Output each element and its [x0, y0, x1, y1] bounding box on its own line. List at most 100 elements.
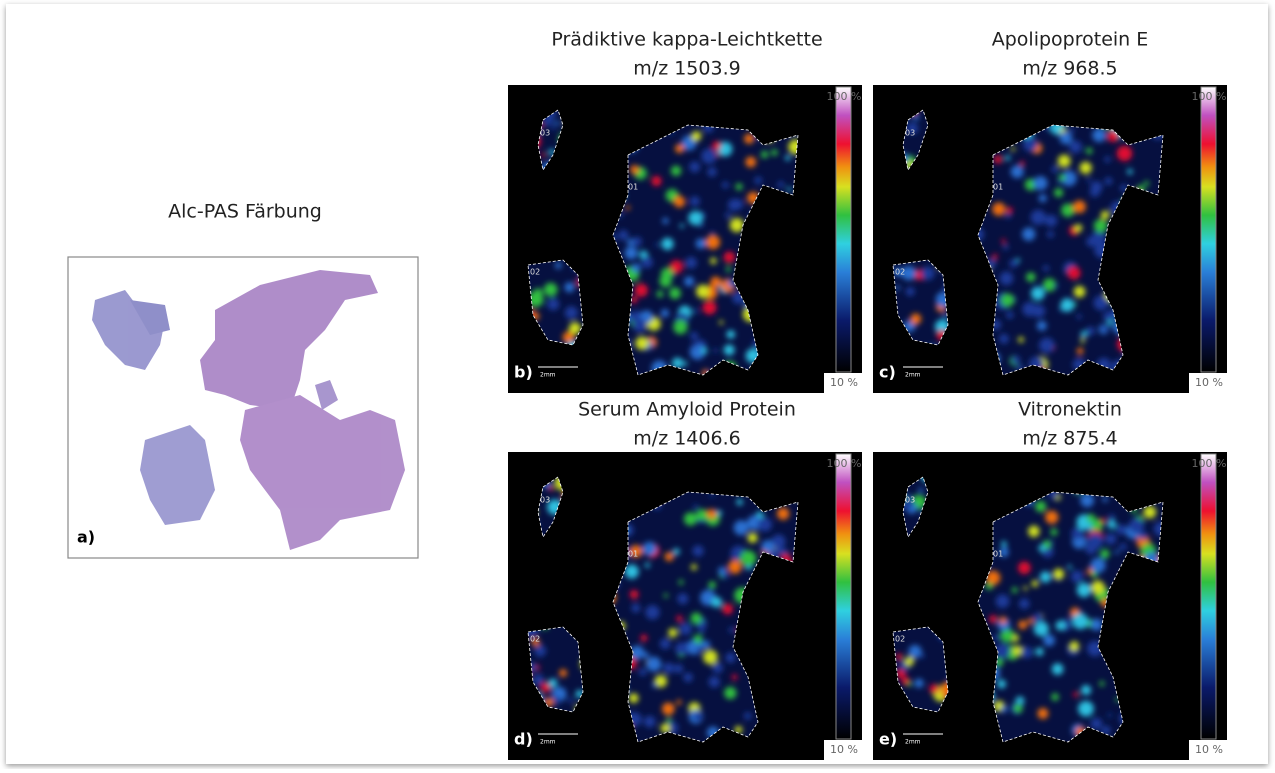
intensity-spot: [745, 157, 756, 168]
panel-label: b): [514, 363, 533, 382]
intensity-spot: [1117, 146, 1133, 162]
intensity-spot: [1091, 581, 1105, 595]
intensity-spot: [1077, 583, 1091, 597]
intensity-spot: [785, 155, 791, 161]
intensity-spot: [693, 545, 704, 556]
intensity-spot: [1102, 496, 1108, 502]
intensity-spot: [918, 488, 923, 493]
intensity-spot: [726, 267, 731, 272]
intensity-spot: [910, 314, 921, 325]
intensity-spot: [659, 275, 671, 287]
intensity-spot: [1080, 162, 1092, 174]
intensity-spot: [652, 683, 657, 688]
intensity-spot: [632, 263, 641, 272]
intensity-spot: [1045, 511, 1058, 524]
intensity-spot: [1000, 271, 1014, 285]
intensity-spot: [1067, 266, 1080, 279]
intensity-spot: [683, 673, 692, 682]
intensity-spot: [684, 276, 694, 286]
intensity-spot: [1072, 613, 1088, 629]
intensity-spot: [1053, 568, 1064, 579]
intensity-spot: [707, 167, 716, 176]
intensity-spot: [895, 285, 900, 290]
intensity-spot: [999, 617, 1006, 624]
intensity-spot: [1103, 312, 1112, 321]
intensity-spot: [1086, 326, 1095, 335]
intensity-spot: [1069, 128, 1074, 133]
intensity-spot: [1090, 558, 1105, 573]
intensity-spot: [1043, 278, 1056, 291]
colorbar-min: 10 %: [830, 376, 858, 389]
intensity-spot: [1012, 587, 1018, 593]
panel-subtitle: m/z 1406.6: [633, 428, 740, 450]
intensity-spot: [1144, 181, 1149, 186]
intensity-spot: [1073, 692, 1078, 697]
intensity-spot: [703, 301, 717, 315]
intensity-spot: [1080, 338, 1085, 343]
intensity-spot: [1001, 239, 1005, 243]
intensity-spot: [541, 153, 545, 157]
intensity-spot: [701, 348, 707, 354]
intensity-spot: [702, 641, 710, 649]
intensity-spot: [1086, 236, 1097, 247]
intensity-spot: [1035, 648, 1043, 656]
intensity-spot: [691, 131, 701, 141]
intensity-spot: [724, 345, 735, 356]
intensity-spot: [625, 247, 638, 260]
region-label: 01: [993, 183, 1003, 192]
intensity-spot: [732, 674, 738, 680]
intensity-spot: [1018, 561, 1031, 574]
intensity-spot: [1051, 693, 1058, 700]
intensity-spot: [689, 161, 700, 172]
intensity-spot: [664, 593, 668, 597]
intensity-spot: [639, 668, 647, 676]
intensity-spot: [642, 542, 656, 556]
intensity-spot: [724, 687, 736, 699]
intensity-spot: [1071, 570, 1083, 582]
intensity-spot: [1139, 531, 1147, 539]
intensity-spot: [1014, 704, 1023, 713]
intensity-spot: [1031, 210, 1046, 225]
intensity-spot: [668, 628, 677, 637]
region-label: 03: [540, 129, 550, 138]
intensity-spot: [1101, 211, 1110, 220]
panel-label: a): [77, 528, 95, 547]
intensity-spot: [1074, 286, 1086, 298]
intensity-spot: [627, 239, 634, 246]
intensity-spot: [676, 615, 682, 621]
region-label: 01: [628, 183, 638, 192]
intensity-spot: [661, 309, 669, 317]
intensity-spot: [1094, 219, 1108, 233]
intensity-spot: [1075, 224, 1083, 232]
intensity-spot: [728, 560, 742, 574]
intensity-spot: [1099, 681, 1104, 686]
intensity-spot: [626, 206, 630, 210]
intensity-spot: [1094, 295, 1109, 310]
colorbar: [836, 87, 851, 372]
intensity-spot: [1043, 634, 1055, 646]
intensity-spot: [661, 723, 671, 733]
intensity-spot: [1040, 571, 1051, 582]
intensity-spot: [685, 257, 697, 269]
intensity-spot: [1011, 356, 1020, 365]
intensity-spot: [747, 533, 757, 543]
intensity-spot: [1091, 619, 1103, 631]
intensity-spot: [625, 564, 639, 578]
intensity-spot: [725, 652, 735, 662]
intensity-spot: [1119, 543, 1126, 550]
panel-subtitle: m/z 968.5: [1022, 58, 1117, 80]
intensity-spot: [679, 623, 692, 636]
intensity-spot: [1115, 550, 1119, 554]
intensity-spot: [1035, 501, 1046, 512]
colorbar-min: 10 %: [830, 743, 858, 756]
intensity-spot: [547, 298, 559, 310]
intensity-spot: [1028, 526, 1040, 538]
intensity-spot: [710, 258, 717, 265]
intensity-spot: [1054, 284, 1058, 288]
intensity-spot: [696, 238, 707, 249]
intensity-spot: [1087, 178, 1092, 183]
intensity-spot: [1034, 621, 1049, 636]
intensity-spot: [690, 196, 700, 206]
intensity-spot: [548, 678, 557, 687]
intensity-spot: [641, 256, 653, 268]
